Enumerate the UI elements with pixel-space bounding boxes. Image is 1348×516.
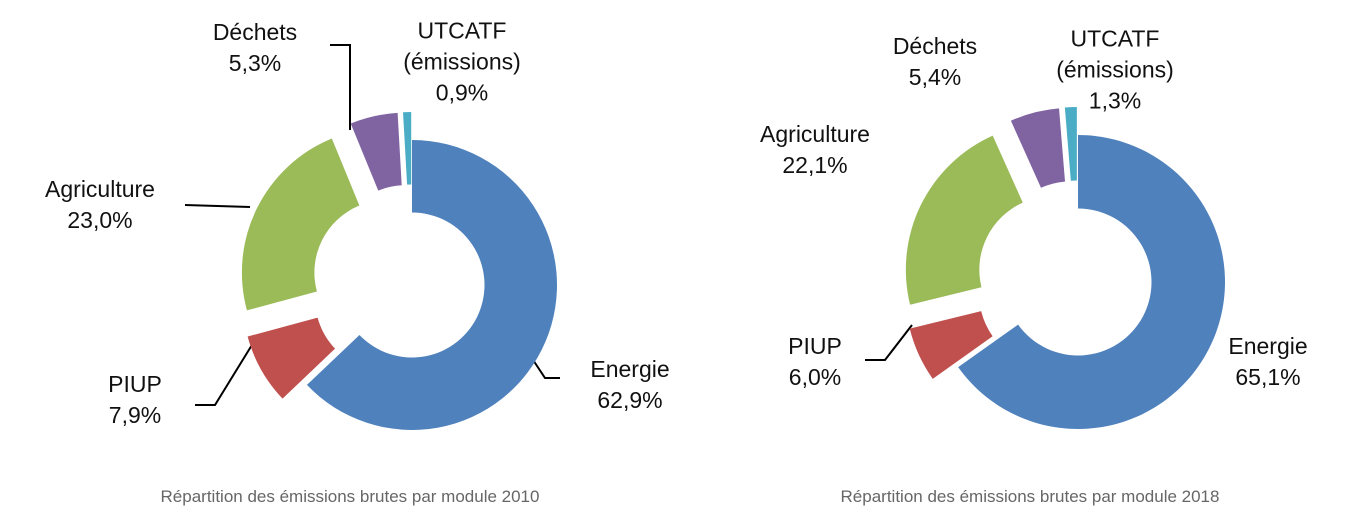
category-label: PIUP bbox=[788, 333, 842, 359]
chart-title: Répartition des émissions brutes par mod… bbox=[160, 487, 540, 506]
category-label: UTCATF (émissions) bbox=[1056, 25, 1174, 83]
value-label: 5,4% bbox=[908, 64, 962, 90]
donut-slice bbox=[1010, 108, 1066, 188]
category-label: Déchets bbox=[892, 33, 978, 59]
category-label: Agriculture bbox=[45, 176, 155, 202]
category-label: Energie bbox=[1228, 333, 1308, 359]
category-label: UTCATF (émissions) bbox=[403, 17, 521, 75]
slice-label: Déchets 5,4% bbox=[893, 31, 977, 93]
value-label: 0,9% bbox=[435, 79, 489, 106]
donut-slice bbox=[1064, 107, 1077, 181]
value-label: 65,1% bbox=[1235, 364, 1301, 390]
category-label: Déchets bbox=[212, 19, 298, 45]
category-label: Agriculture bbox=[760, 121, 870, 147]
slice-label: Agriculture 22,1% bbox=[760, 119, 870, 181]
slice-label: UTCATF (émissions) 1,3% bbox=[1028, 24, 1203, 117]
value-label: 6,0% bbox=[788, 364, 842, 390]
donut-slice bbox=[241, 138, 360, 311]
slice-label: Agriculture 23,0% bbox=[45, 174, 155, 236]
value-label: 22,1% bbox=[782, 152, 848, 178]
leader-line bbox=[184, 204, 251, 208]
leader-line bbox=[195, 339, 256, 406]
donut-slice bbox=[403, 112, 412, 185]
slice-label: UTCATF (émissions) 0,9% bbox=[375, 16, 550, 109]
slice-label: PIUP 6,0% bbox=[788, 331, 842, 393]
value-label: 62,9% bbox=[597, 387, 663, 413]
donut-slice bbox=[909, 311, 993, 379]
value-label: 1,3% bbox=[1088, 87, 1142, 114]
value-label: 23,0% bbox=[67, 207, 133, 233]
donut-slice bbox=[905, 135, 1023, 305]
donut-slice bbox=[350, 112, 402, 191]
chart-title: Répartition des émissions brutes par mod… bbox=[840, 487, 1220, 506]
donut-slice bbox=[247, 317, 336, 399]
slice-label: Energie 65,1% bbox=[1228, 331, 1307, 393]
category-label: PIUP bbox=[108, 371, 162, 397]
slice-label: PIUP 7,9% bbox=[108, 369, 162, 431]
leader-line bbox=[330, 44, 351, 130]
donut-slice bbox=[306, 140, 558, 430]
slice-label: Déchets 5,3% bbox=[213, 17, 297, 79]
value-label: 5,3% bbox=[228, 50, 282, 76]
category-label: Energie bbox=[590, 356, 670, 382]
value-label: 7,9% bbox=[108, 402, 162, 428]
donut-slice bbox=[958, 135, 1225, 430]
leader-line bbox=[865, 324, 913, 361]
slice-label: Energie 62,9% bbox=[590, 354, 669, 416]
